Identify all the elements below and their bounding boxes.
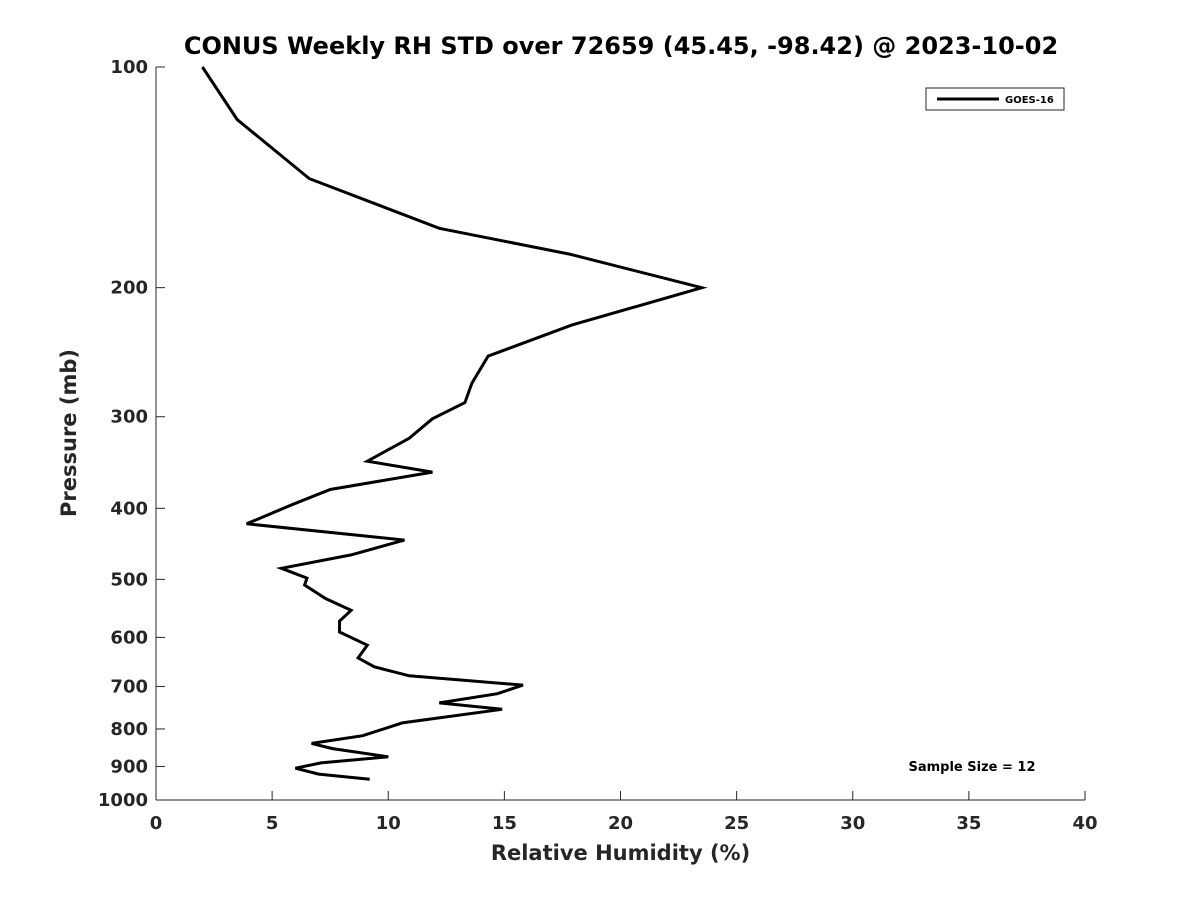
y-tick-label: 1000 xyxy=(98,790,148,811)
y-tick-label: 600 xyxy=(110,627,148,648)
y-tick-label: 300 xyxy=(110,407,148,428)
y-tick-label: 400 xyxy=(110,498,148,519)
x-ticks: 0 5 10 15 20 25 30 35 40 xyxy=(150,791,1098,834)
x-tick-label: 40 xyxy=(1072,813,1097,834)
x-axis-label: Relative Humidity (%) xyxy=(491,841,750,865)
x-tick-label: 35 xyxy=(956,813,981,834)
x-tick-label: 25 xyxy=(724,813,749,834)
chart-title: CONUS Weekly RH STD over 72659 (45.45, -… xyxy=(184,32,1058,60)
x-tick-label: 0 xyxy=(150,813,163,834)
y-tick-label: 800 xyxy=(110,719,148,740)
x-tick-label: 5 xyxy=(266,813,279,834)
y-tick-label: 200 xyxy=(110,278,148,299)
legend: GOES-16 xyxy=(925,87,1065,111)
x-tick-label: 30 xyxy=(840,813,865,834)
y-ticks: 100 200 300 400 500 600 700 800 900 1000 xyxy=(98,57,165,811)
x-tick-label: 20 xyxy=(608,813,633,834)
sample-size-annotation: Sample Size = 12 xyxy=(908,760,1035,775)
series-layer xyxy=(201,66,708,781)
x-tick-label: 10 xyxy=(376,813,401,834)
y-tick-label: 500 xyxy=(110,569,148,590)
series-line-goes-16 xyxy=(201,66,708,781)
y-tick-label: 100 xyxy=(110,57,148,78)
y-axis-label: Pressure (mb) xyxy=(57,349,81,517)
y-tick-label: 700 xyxy=(110,676,148,697)
plot-area: 0 5 10 15 20 25 30 35 40 100 200 300 400 500 600 700 80… xyxy=(98,57,1098,834)
y-tick-label: 900 xyxy=(110,756,148,777)
plot-background xyxy=(156,67,1085,800)
x-tick-label: 15 xyxy=(492,813,517,834)
legend-label-goes-16: GOES-16 xyxy=(1005,95,1054,106)
